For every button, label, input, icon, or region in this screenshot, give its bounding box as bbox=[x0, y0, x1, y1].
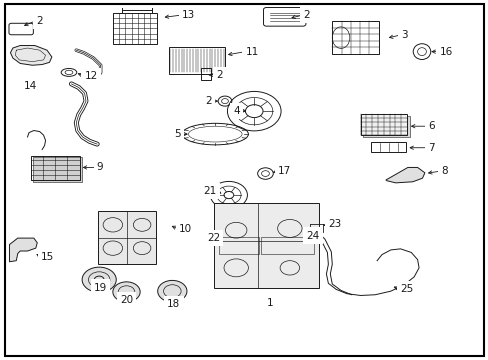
Ellipse shape bbox=[158, 280, 186, 302]
Text: 13: 13 bbox=[182, 10, 195, 20]
Text: 17: 17 bbox=[277, 166, 290, 176]
Bar bbox=[200, 68, 211, 80]
Text: 9: 9 bbox=[97, 162, 103, 172]
Bar bbox=[168, 47, 224, 74]
Text: 25: 25 bbox=[400, 284, 413, 294]
Bar bbox=[33, 157, 82, 182]
FancyBboxPatch shape bbox=[98, 211, 156, 264]
FancyBboxPatch shape bbox=[263, 8, 305, 26]
Text: 4: 4 bbox=[232, 106, 239, 116]
Text: 11: 11 bbox=[245, 46, 258, 57]
Text: 23: 23 bbox=[328, 219, 341, 229]
Polygon shape bbox=[10, 45, 52, 65]
Ellipse shape bbox=[82, 267, 116, 292]
Text: 2: 2 bbox=[303, 10, 309, 20]
Text: 2: 2 bbox=[36, 16, 42, 26]
FancyBboxPatch shape bbox=[9, 23, 33, 35]
Text: 1: 1 bbox=[266, 298, 273, 308]
Text: 19: 19 bbox=[94, 283, 107, 293]
Ellipse shape bbox=[113, 282, 140, 302]
Text: 8: 8 bbox=[440, 166, 447, 176]
Bar bbox=[31, 156, 80, 180]
Text: 21: 21 bbox=[203, 186, 216, 196]
Text: 20: 20 bbox=[120, 295, 133, 305]
Text: 18: 18 bbox=[167, 299, 180, 309]
Bar bbox=[219, 237, 259, 253]
Bar bbox=[113, 13, 157, 44]
Text: 3: 3 bbox=[401, 30, 407, 40]
Text: 10: 10 bbox=[178, 224, 191, 234]
Polygon shape bbox=[385, 167, 424, 183]
Polygon shape bbox=[9, 238, 37, 262]
Bar bbox=[331, 22, 378, 54]
Text: 12: 12 bbox=[84, 71, 98, 81]
Text: 7: 7 bbox=[427, 143, 433, 153]
Text: 14: 14 bbox=[23, 81, 37, 91]
Text: 16: 16 bbox=[439, 46, 452, 57]
Text: 2: 2 bbox=[205, 96, 212, 106]
Bar bbox=[363, 116, 409, 137]
Bar bbox=[261, 237, 313, 253]
Text: 6: 6 bbox=[427, 121, 433, 131]
FancyBboxPatch shape bbox=[214, 203, 319, 288]
Bar bbox=[370, 142, 406, 152]
Text: 2: 2 bbox=[216, 70, 223, 80]
Text: 22: 22 bbox=[206, 233, 220, 243]
Text: 15: 15 bbox=[41, 252, 54, 262]
Bar bbox=[360, 114, 406, 135]
Text: 24: 24 bbox=[305, 231, 319, 240]
Text: 5: 5 bbox=[174, 129, 181, 139]
